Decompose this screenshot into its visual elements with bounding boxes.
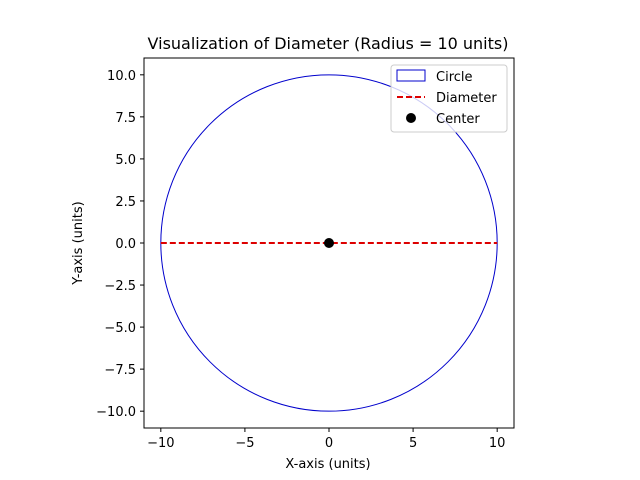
y-tick-label: 2.5 (115, 195, 136, 210)
y-tick-label: 5.0 (115, 153, 136, 168)
series-layer (160, 74, 498, 412)
legend: Circle Diameter Center (390, 64, 508, 133)
legend-label-diameter: Diameter (436, 91, 497, 106)
y-tick-label: 7.5 (115, 111, 136, 126)
plot-area: −10 −5 0 5 10 10.0 7.5 5.0 2.5 0.0 −2.5 −5.0 −7.5 −1… (96, 57, 515, 451)
center-point (324, 238, 334, 248)
y-tick-label: −10.0 (96, 405, 136, 420)
y-tick-label: −5.0 (104, 321, 136, 336)
y-tick-label: −7.5 (104, 363, 136, 378)
legend-label-circle: Circle (436, 70, 473, 85)
y-axis-ticks: 10.0 7.5 5.0 2.5 0.0 −2.5 −5.0 −7.5 −10.0 (96, 69, 144, 420)
y-tick-label: −2.5 (104, 279, 136, 294)
x-tick-label: 0 (325, 436, 333, 451)
x-tick-label: 5 (409, 436, 417, 451)
legend-center-swatch (406, 113, 416, 123)
chart-title: Visualization of Diameter (Radius = 10 u… (148, 34, 509, 53)
x-axis-label: X-axis (units) (285, 457, 370, 472)
y-tick-label: 0.0 (115, 237, 136, 252)
legend-circle-swatch (396, 69, 426, 82)
x-tick-label: −10 (147, 436, 174, 451)
x-tick-label: 10 (489, 436, 506, 451)
legend-label-center: Center (436, 112, 480, 127)
y-axis-label: Y-axis (units) (71, 201, 86, 285)
x-tick-label: −5 (235, 436, 254, 451)
y-tick-label: 10.0 (107, 69, 136, 84)
x-axis-ticks: −10 −5 0 5 10 (147, 428, 505, 451)
legend-frame (390, 64, 508, 133)
